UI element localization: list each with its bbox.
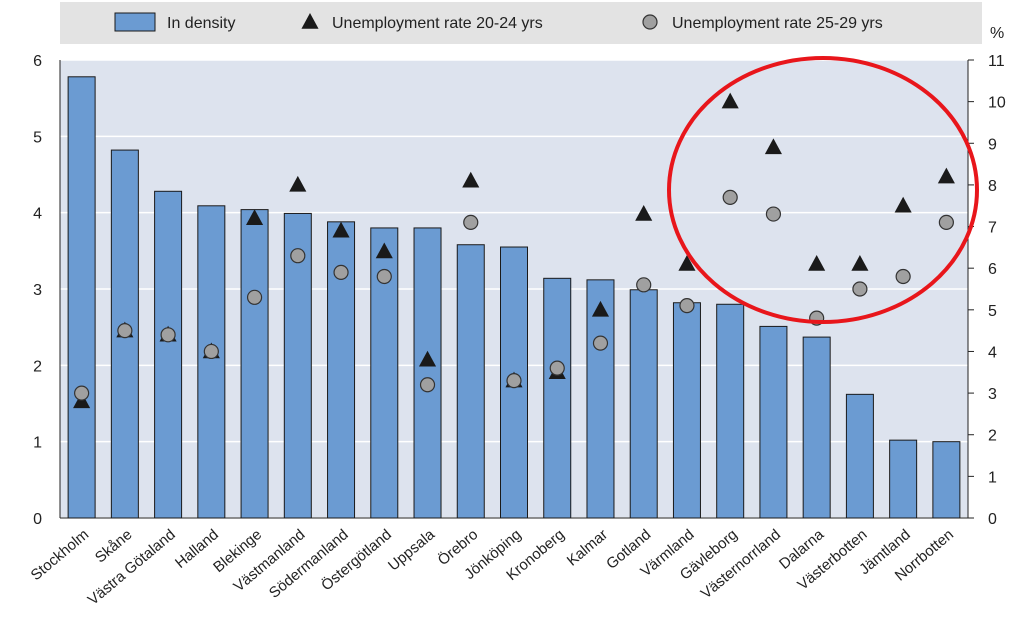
bar xyxy=(543,277,572,519)
right-tick-label: 4 xyxy=(988,344,997,361)
triangle-marker xyxy=(721,92,739,109)
left-tick-label: 2 xyxy=(33,358,42,375)
triangle-marker xyxy=(462,171,480,188)
right-tick-label: 9 xyxy=(988,136,997,153)
triangle-marker xyxy=(937,167,955,184)
legend-label: Unemployment rate 20-24 yrs xyxy=(332,15,543,32)
circle-marker xyxy=(290,248,306,264)
triangle-marker xyxy=(246,209,264,225)
legend-label: Unemployment rate 25-29 yrs xyxy=(672,15,883,32)
right-tick-label: 0 xyxy=(988,511,997,528)
legend-circle-swatch xyxy=(642,14,658,30)
circle-marker xyxy=(636,277,652,293)
legend: In density Unemployment rate 20-24 yrs Une… xyxy=(114,12,883,32)
bar xyxy=(802,336,831,519)
circle-marker xyxy=(74,385,90,401)
legend-triangle-swatch xyxy=(301,13,319,29)
right-tick-label: 5 xyxy=(988,303,997,320)
circle-marker xyxy=(765,206,782,222)
circle-marker xyxy=(117,323,133,339)
triangle-marker xyxy=(678,255,696,271)
left-tick-label: 6 xyxy=(33,53,42,70)
bar xyxy=(759,325,788,519)
markers xyxy=(73,92,955,409)
right-tick-label: 6 xyxy=(988,261,997,278)
bar xyxy=(716,303,745,519)
circle-marker xyxy=(203,343,219,360)
bar xyxy=(154,190,183,519)
bars xyxy=(67,76,961,519)
bar xyxy=(889,439,918,519)
right-tick-label: 10 xyxy=(988,95,1006,112)
legend-bar-swatch xyxy=(114,12,156,32)
circle-marker xyxy=(679,298,695,314)
highlight-ellipse xyxy=(667,56,979,324)
right-tick-label: 2 xyxy=(988,428,997,445)
circle-marker xyxy=(722,189,738,205)
right-tick-label: 8 xyxy=(988,178,997,195)
right-axis-unit: % xyxy=(990,25,1004,42)
circle-marker xyxy=(549,360,565,376)
triangle-marker xyxy=(764,138,782,155)
circle-marker xyxy=(333,264,349,280)
triangle-marker xyxy=(808,255,826,271)
left-axis: 0 1 2 3 4 5 6 xyxy=(33,53,42,528)
circle-marker xyxy=(852,281,868,297)
left-tick-label: 4 xyxy=(33,206,42,223)
category-label: Uppsala xyxy=(385,526,439,575)
legend-label: In density xyxy=(167,15,235,32)
bar xyxy=(932,441,961,519)
bar xyxy=(197,205,226,519)
circle-marker xyxy=(160,327,176,343)
right-tick-label: 7 xyxy=(988,220,997,237)
triangle-marker xyxy=(375,242,393,259)
left-tick-label: 1 xyxy=(33,435,42,452)
legend-box xyxy=(60,2,982,44)
right-axis: 0 1 2 3 4 5 6 7 8 9 10 11 xyxy=(968,53,1006,528)
bar xyxy=(67,76,96,519)
bar xyxy=(586,279,615,519)
circle-marker xyxy=(376,268,392,285)
bar xyxy=(413,227,442,519)
circle-marker xyxy=(419,377,436,393)
left-tick-label: 0 xyxy=(33,511,42,528)
bar xyxy=(240,209,269,519)
circle-marker xyxy=(506,373,522,389)
triangle-marker xyxy=(332,221,350,238)
right-tick-label: 3 xyxy=(988,386,997,403)
triangle-marker xyxy=(591,300,610,317)
category-label: Stockholm xyxy=(28,526,93,584)
bar xyxy=(672,302,701,519)
right-tick-label: 1 xyxy=(988,469,997,486)
triangle-marker xyxy=(894,196,912,213)
triangle-marker xyxy=(635,205,653,221)
circle-marker xyxy=(246,289,263,305)
category-label: Kalmar xyxy=(564,526,611,570)
triangle-marker xyxy=(418,350,437,367)
triangle-marker xyxy=(851,255,869,271)
triangle-marker xyxy=(289,175,307,192)
bar xyxy=(845,393,874,519)
circle-marker xyxy=(592,335,609,351)
circle-marker xyxy=(463,214,479,230)
circle-marker xyxy=(895,268,911,285)
left-tick-label: 3 xyxy=(33,282,42,299)
circle-marker xyxy=(938,214,954,230)
right-tick-label: 11 xyxy=(988,53,1005,70)
bar xyxy=(283,212,312,519)
left-tick-label: 5 xyxy=(33,129,42,146)
bar xyxy=(629,289,658,519)
bar xyxy=(456,244,485,519)
